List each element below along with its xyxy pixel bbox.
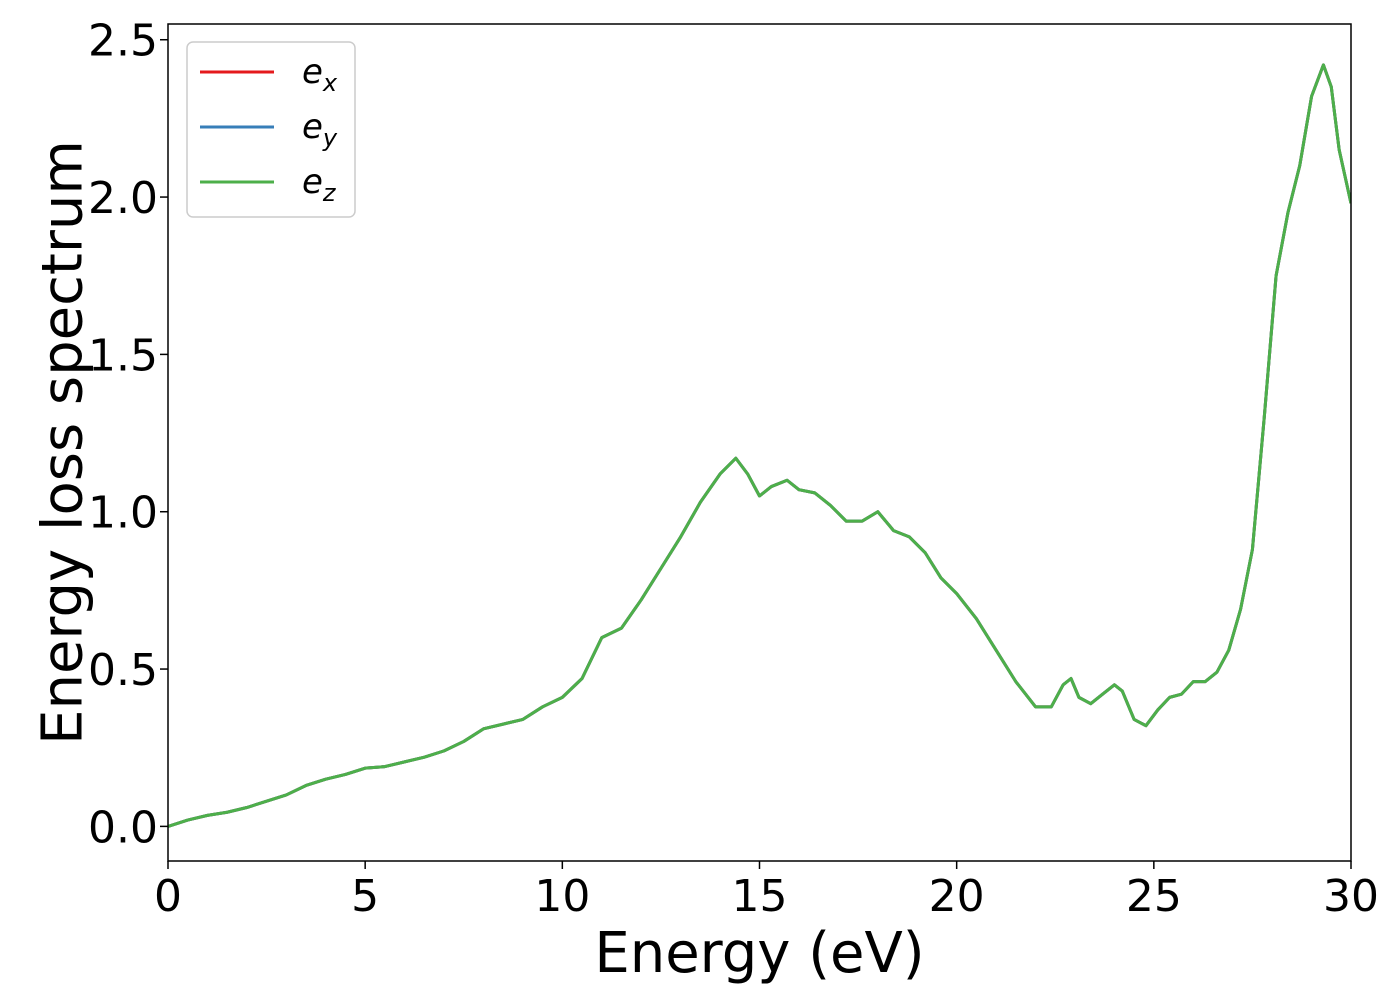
legend: ex ey ez: [186, 41, 356, 218]
y-tick-label: 1.5: [88, 330, 158, 381]
y-tick-label: 2.5: [88, 16, 158, 67]
legend-label-z: ez: [302, 162, 337, 207]
legend-label-x: ex: [302, 52, 338, 97]
x-tick-label: 20: [929, 871, 985, 922]
y-axis-label: Energy loss spectrum: [31, 140, 96, 745]
x-tick-label: 5: [351, 871, 379, 922]
x-tick-label: 10: [534, 871, 590, 922]
y-tick-label: 0.5: [88, 645, 158, 696]
series-line-z: [168, 63, 1351, 828]
y-tick-label: 1.0: [88, 488, 158, 539]
x-tick-label: 30: [1323, 871, 1379, 922]
legend-box: [186, 41, 356, 218]
ticks-layer: 0 5 10 15 20 25 30 0.0 0.5 1.0 1.5 2.0 2.5: [88, 16, 1379, 922]
x-tick-label: 25: [1126, 871, 1182, 922]
y-tick-label: 0.0: [88, 802, 158, 853]
series-layer: [168, 63, 1351, 828]
legend-label-y: ey: [302, 107, 338, 152]
y-tick-label: 2.0: [88, 173, 158, 224]
x-tick-label: 15: [732, 871, 788, 922]
x-axis-label: Energy (eV): [594, 921, 924, 986]
x-tick-label: 0: [154, 871, 182, 922]
